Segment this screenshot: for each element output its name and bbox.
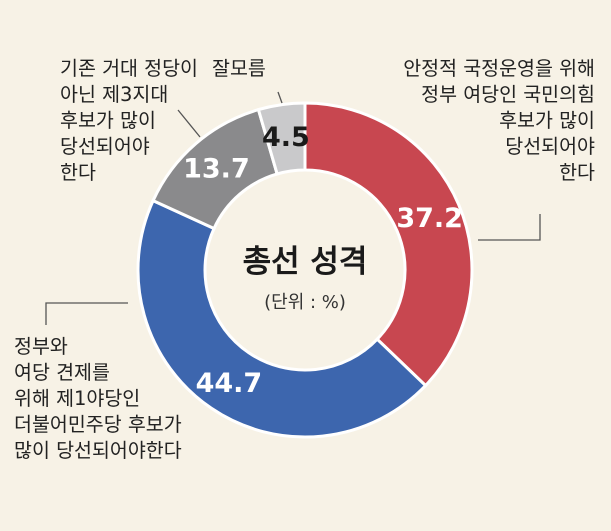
value-labels: 37.2 44.7 13.7 4.5: [183, 122, 463, 399]
donut-slice-2: [136, 198, 428, 439]
annotation-line: 정부와: [14, 335, 68, 358]
leader-line-slice-1: [478, 214, 541, 241]
annotation-slice-4: 잘모름: [212, 56, 266, 82]
annotation-line: 기존 거대 정당이: [60, 57, 198, 80]
annotation-slice-3: 기존 거대 정당이 아닌 제3지대 후보가 많이 당선되어야 한다: [60, 56, 198, 186]
value-label-slice-4: 4.5: [262, 122, 310, 153]
slices-group: [136, 101, 474, 439]
value-label-slice-3: 13.7: [183, 153, 250, 184]
annotation-line: 더불어민주당 후보가: [14, 413, 182, 436]
annotation-line: 한다: [559, 161, 595, 184]
annotation-line: 당선되어야: [60, 135, 150, 158]
annotation-line: 후보가 많이: [60, 109, 156, 132]
annotation-line: 아닌 제3지대: [60, 83, 169, 106]
leader-line-slice-2: [45, 302, 128, 325]
leader-line-slice-4: [277, 91, 283, 104]
chart-unit: (단위 : %): [264, 292, 346, 313]
annotation-line: 여당 견제를: [14, 361, 110, 384]
annotation-line: 위해 제1야당인: [14, 387, 141, 410]
annotation-line: 정부 여당인 국민의힘: [421, 83, 595, 106]
annotation-line: 당선되어야: [505, 135, 595, 158]
annotation-line: 한다: [60, 161, 96, 184]
value-label-slice-1: 37.2: [396, 203, 463, 234]
chart-title: 총선 성격: [243, 244, 368, 280]
annotation-line: 후보가 많이: [499, 109, 595, 132]
donut-slice-1: [303, 101, 474, 388]
leader-line-slice-3: [177, 109, 201, 138]
leader-lines: [45, 91, 541, 325]
annotation-slice-2: 정부와 여당 견제를 위해 제1야당인 더불어민주당 후보가 많이 당선되어야한…: [14, 334, 182, 464]
annotation-line: 많이 당선되어야한다: [14, 439, 182, 462]
value-label-slice-2: 44.7: [196, 368, 263, 399]
annotation-line: 안정적 국정운영을 위해: [403, 57, 595, 80]
annotation-slice-1: 안정적 국정운영을 위해 정부 여당인 국민의힘 후보가 많이 당선되어야 한다: [403, 56, 595, 186]
donut-slice-4: [256, 101, 307, 176]
annotation-line: 잘모름: [212, 57, 266, 80]
